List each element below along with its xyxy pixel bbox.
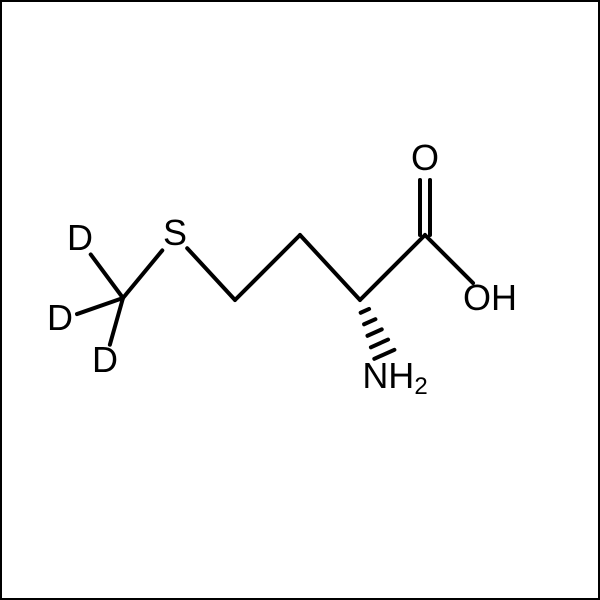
atom-label-d2: D <box>47 297 73 338</box>
structure-canvas: DDDSOOHNH2 <box>0 0 600 600</box>
molecule-svg: DDDSOOHNH2 <box>0 0 600 600</box>
atom-label-d1: D <box>67 217 93 258</box>
atom-label-s: S <box>163 212 187 253</box>
atom-label-oh: OH <box>463 277 517 318</box>
atom-label-d3: D <box>92 339 118 380</box>
atom-label-nh2: NH2 <box>362 355 427 401</box>
atom-label-o_dbl: O <box>411 137 439 178</box>
